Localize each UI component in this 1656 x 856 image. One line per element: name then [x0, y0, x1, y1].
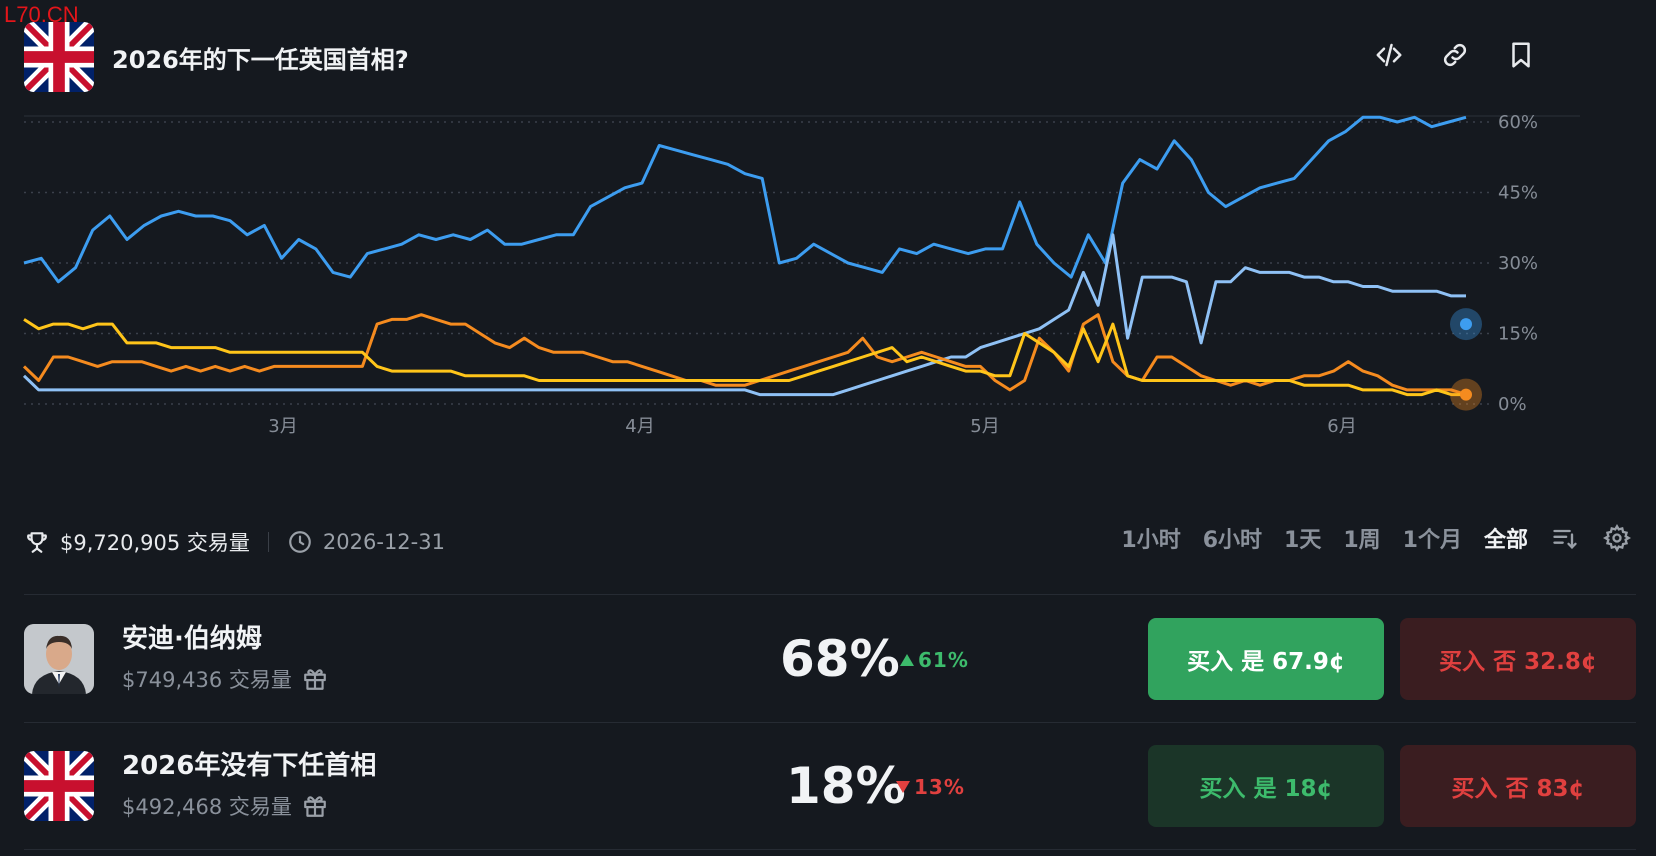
end-date-stat: 2026-12-31: [287, 529, 445, 555]
series-line[interactable]: [22, 233, 1466, 397]
outcome-change: 13%: [896, 775, 965, 799]
range-all[interactable]: 全部: [1483, 528, 1528, 553]
settings-gear-icon[interactable]: [1602, 523, 1632, 553]
embed-code-icon[interactable]: [1371, 37, 1407, 73]
outcome-volume-text: $749,436 交易量: [122, 668, 292, 692]
market-header: 2026年的下一任英国首相?: [24, 22, 1636, 92]
divider: [24, 594, 1636, 595]
triangle-down-icon: [896, 781, 910, 793]
price-chart[interactable]: 60% 45% 30% 15% 0% 3月 4月 5月 6月: [0, 100, 1656, 480]
range-1d[interactable]: 1天: [1284, 528, 1322, 553]
x-tick-label: 5月: [970, 416, 999, 437]
outcome-change-text: 13%: [914, 775, 965, 799]
gift-icon[interactable]: [302, 666, 328, 692]
range-6h[interactable]: 6小时: [1202, 528, 1263, 553]
divider: [24, 849, 1636, 850]
clock-icon: [289, 531, 311, 553]
triangle-up-icon: [900, 654, 914, 666]
buy-yes-button[interactable]: 买入 是 67.9¢: [1148, 618, 1384, 700]
y-tick-label: 30%: [1498, 253, 1538, 274]
x-tick-label: 6月: [1327, 416, 1356, 437]
y-tick-label: 60%: [1498, 112, 1538, 133]
outcome-name[interactable]: 安迪·伯纳姆: [122, 624, 262, 654]
series-line[interactable]: [22, 313, 1467, 397]
buy-no-button[interactable]: 买入 否 83¢: [1400, 745, 1636, 827]
gift-icon[interactable]: [302, 793, 328, 819]
link-icon[interactable]: [1437, 37, 1473, 73]
page-title: 2026年的下一任英国首相?: [112, 46, 409, 74]
uk-flag-icon: [24, 751, 94, 821]
total-volume: $9,720,905 交易量: [60, 531, 250, 555]
outcome-row-burnham: 安迪·伯纳姆 $749,436 交易量 68% 61% 买入 是 67.9¢ 买…: [24, 596, 1636, 722]
outcome-volume: $749,436 交易量: [122, 664, 328, 694]
outcome-row-no-pm: 2026年没有下任首相 $492,468 交易量 18% 13% 买入 是 18…: [24, 723, 1636, 849]
uk-flag-icon: [24, 22, 94, 92]
outcome-change: 61%: [900, 648, 969, 672]
bookmark-icon[interactable]: [1503, 37, 1539, 73]
time-range-selector: 1小时 6小时 1天 1周 1个月 全部: [1121, 522, 1632, 554]
y-tick-label: 15%: [1498, 324, 1538, 345]
end-date: 2026-12-31: [322, 530, 445, 554]
outcome-probability: 18%: [786, 757, 906, 815]
divider: [24, 722, 1636, 723]
series-end-marker: [1460, 318, 1472, 331]
outcome-volume-text: $492,468 交易量: [122, 795, 292, 819]
stat-divider: [267, 532, 269, 552]
outcome-name[interactable]: 2026年没有下任首相: [122, 751, 377, 781]
market-stats: $9,720,905 交易量 2026-12-31: [24, 525, 445, 559]
sort-icon[interactable]: [1550, 523, 1580, 553]
y-tick-label: 45%: [1498, 183, 1538, 204]
series-end-marker: [1460, 388, 1472, 401]
trophy-icon: [27, 532, 47, 553]
avatar: [24, 624, 94, 694]
series-line[interactable]: [23, 115, 1467, 284]
buy-yes-button[interactable]: 买入 是 18¢: [1148, 745, 1384, 827]
outcome-probability: 68%: [780, 630, 900, 688]
x-tick-label: 3月: [268, 416, 297, 437]
outcome-volume: $492,468 交易量: [122, 791, 328, 821]
x-tick-label: 4月: [625, 416, 654, 437]
y-tick-label: 0%: [1498, 394, 1527, 415]
range-1h[interactable]: 1小时: [1121, 528, 1181, 553]
range-1m[interactable]: 1个月: [1402, 528, 1462, 553]
buy-no-button[interactable]: 买入 否 32.8¢: [1400, 618, 1636, 700]
range-1w[interactable]: 1周: [1343, 528, 1381, 553]
series-line[interactable]: [23, 318, 1466, 397]
volume-stat: $9,720,905 交易量: [24, 527, 250, 557]
outcome-change-text: 61%: [918, 648, 969, 672]
